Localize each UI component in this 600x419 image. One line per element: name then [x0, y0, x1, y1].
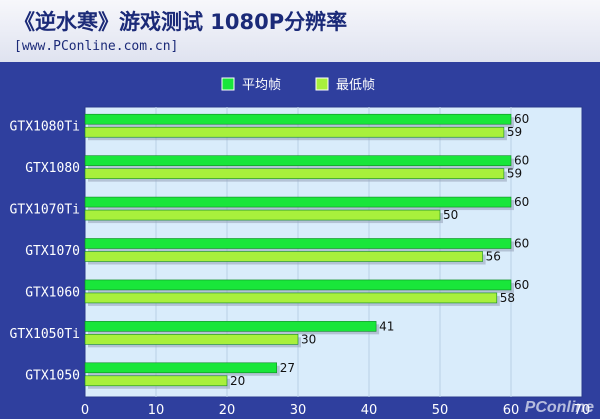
legend-swatch-avg: [221, 77, 235, 91]
data-label: 58: [500, 291, 515, 305]
data-label: 60: [514, 195, 529, 209]
legend-label-min: 最低帧: [336, 78, 375, 93]
bar-avg-GTX1050Ti: [84, 321, 377, 332]
data-label: 50: [443, 208, 458, 222]
chart-header: 《逆水寒》游戏测试 1080P分辨率 [www.PConline.com.cn]: [0, 0, 600, 62]
watermark-logo: PConline: [524, 399, 594, 416]
category-label: GTX1050: [25, 368, 80, 383]
x-tick-label: 70: [574, 403, 591, 418]
bar-avg-GTX1060: [84, 279, 512, 291]
data-label: 60: [514, 154, 529, 168]
data-label: 30: [301, 332, 316, 346]
x-tick-label: 40: [361, 403, 378, 418]
data-label: 59: [507, 125, 522, 139]
category-label: GTX1080Ti: [10, 120, 80, 135]
bar-min-GTX1070: [84, 251, 483, 262]
x-tick-label: 10: [148, 403, 165, 418]
data-label: 60: [514, 278, 529, 292]
category-label: GTX1060: [25, 285, 80, 300]
bar-min-GTX1050Ti: [84, 334, 299, 345]
x-tick-label: 30: [290, 403, 307, 418]
legend-swatch-min: [315, 77, 329, 91]
category-label: GTX1070Ti: [10, 203, 80, 218]
bar-avg-GTX1080: [84, 155, 512, 166]
bar-min-GTX1070Ti: [84, 209, 441, 221]
data-label: 60: [514, 112, 529, 126]
category-label: GTX1080: [25, 161, 80, 176]
legend: 平均帧 最低帧: [221, 77, 375, 93]
bar-min-GTX1080Ti: [84, 126, 505, 138]
data-label: 20: [230, 374, 245, 388]
bar-avg-GTX1050: [84, 362, 277, 374]
x-tick-label: 60: [503, 403, 520, 418]
legend-label-avg: 平均帧: [242, 78, 281, 93]
data-label: 56: [486, 250, 501, 264]
category-label: GTX1050Ti: [10, 327, 80, 342]
bar-min-GTX1060: [84, 292, 498, 304]
category-label: GTX1070: [25, 244, 80, 259]
data-label: 27: [280, 361, 295, 375]
x-tick-label: 50: [432, 403, 449, 418]
x-tick-label: 0: [81, 403, 89, 418]
data-label: 41: [379, 319, 394, 333]
bar-avg-GTX1080Ti: [84, 113, 512, 125]
x-tick-label: 20: [219, 403, 236, 418]
category-labels: GTX1080Ti GTX1080 GTX1070Ti GTX1070 GTX1060 G…: [10, 120, 80, 384]
bar-min-GTX1050: [84, 375, 228, 387]
data-label: 59: [507, 167, 522, 181]
bar-avg-GTX1070Ti: [84, 196, 512, 208]
data-label: 60: [514, 237, 529, 251]
bar-avg-GTX1070: [84, 238, 512, 249]
bar-min-GTX1080: [84, 168, 505, 179]
source-url: [www.PConline.com.cn]: [14, 39, 179, 54]
x-axis-ticks: 0 10 20 30 40 50 60 70: [81, 403, 590, 418]
chart-title: 《逆水寒》游戏测试 1080P分辨率: [14, 10, 348, 34]
